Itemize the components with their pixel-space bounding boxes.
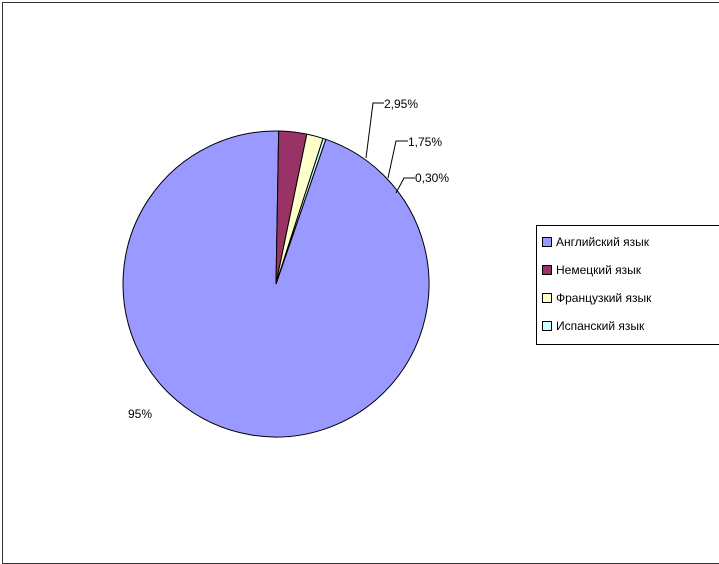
leader-line-spanish xyxy=(395,177,415,194)
legend-item-german: Немецкий язык xyxy=(542,262,641,278)
chart-legend: Английский язык Немецкий язык Французкий… xyxy=(536,225,719,345)
legend-swatch-french xyxy=(542,293,552,303)
legend-swatch-english xyxy=(542,237,552,247)
slice-spanish xyxy=(275,137,327,285)
data-label-french: 1,75% xyxy=(408,135,442,149)
data-label-spanish: 0,30% xyxy=(415,171,449,185)
legend-label-spanish: Испанский язык xyxy=(556,319,645,333)
data-label-english: 95% xyxy=(128,407,152,421)
leader-line-german xyxy=(365,102,384,159)
legend-label-english: Английский язык xyxy=(556,235,650,249)
legend-item-english: Английский язык xyxy=(542,234,649,250)
legend-label-french: Французкий язык xyxy=(556,291,652,305)
legend-item-spanish: Испанский язык xyxy=(542,318,644,334)
data-label-german: 2,95% xyxy=(384,97,418,111)
pie-chart: 95% 2,95% 1,75% 0,30% xyxy=(122,97,449,438)
leader-line-french xyxy=(387,140,408,179)
legend-label-german: Немецкий язык xyxy=(556,263,642,277)
legend-swatch-spanish xyxy=(542,321,552,331)
legend-swatch-german xyxy=(542,265,552,275)
legend-item-french: Французкий язык xyxy=(542,290,651,306)
